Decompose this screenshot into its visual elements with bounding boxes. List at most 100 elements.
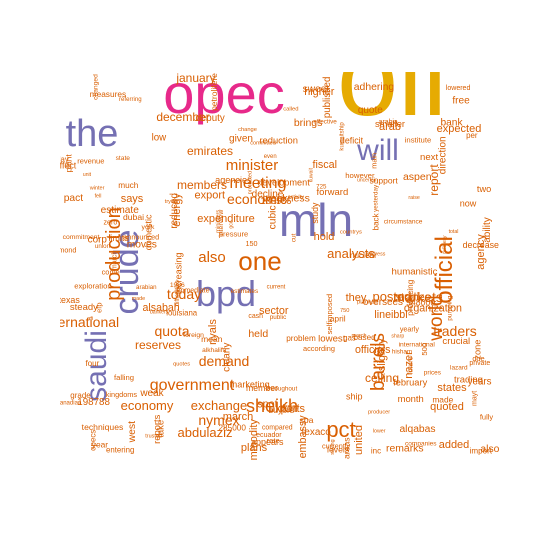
cloud-word: says [121, 193, 144, 205]
cloud-word: alkhalifa [202, 347, 226, 354]
cloud-word: zone [473, 340, 483, 360]
cloud-word: arabia [379, 119, 398, 126]
cloud-word: also [480, 444, 499, 455]
cloud-word: sharp [391, 333, 404, 339]
cloud-word: analysts [327, 246, 375, 261]
cloud-word: lazard [450, 365, 468, 372]
cloud-word: petrolifere [209, 73, 219, 111]
cloud-word: difficulties [175, 280, 181, 306]
cloud-word: foreign [183, 332, 204, 339]
cloud-word: lowered [446, 85, 471, 92]
cloud-word: remarks [386, 444, 424, 455]
cloud-word: currently [322, 442, 350, 451]
cloud-word: nazer [403, 351, 415, 379]
cloud-word: inc [371, 446, 381, 455]
cloud-word: studies [396, 292, 431, 304]
cloud-word: immediate [177, 287, 210, 295]
cloud-word: today [167, 286, 201, 302]
cloud-word: increasing [173, 253, 183, 295]
cloud-word: pumping [446, 295, 453, 320]
cloud-word: traders [433, 323, 477, 339]
cloud-word: barrels [368, 333, 389, 391]
cloud-word: decrease [463, 240, 499, 250]
cloud-word: prices [424, 370, 441, 377]
cloud-word: next [420, 152, 438, 163]
cloud-word: revenue [77, 157, 104, 166]
cloud-word: reports [151, 414, 162, 443]
cloud-word: quota [154, 323, 189, 339]
cloud-word: much [118, 181, 139, 190]
cloud-word: per [466, 131, 478, 140]
cloud-word: ceiling [365, 371, 399, 385]
cloud-word: 198788 [77, 397, 110, 408]
cloud-word: 948000 [406, 297, 435, 307]
cloud-word: public [270, 314, 287, 321]
cloud-word: united [353, 425, 365, 455]
cloud-word: reserves [135, 338, 181, 352]
cloud-word: states [437, 382, 467, 394]
cloud-word: ecuador [256, 432, 282, 439]
cloud-word: grade [70, 391, 91, 400]
cloud-word: low [152, 132, 168, 143]
cloud-word: 285000 [218, 424, 246, 433]
cloud-word: oil [337, 16, 447, 139]
cloud-word: expenditure [197, 213, 255, 225]
cloud-word: forward [317, 187, 349, 198]
cloud-word: plant [63, 154, 73, 173]
cloud-word: embassy [297, 415, 309, 459]
cloud-word: future [407, 356, 415, 374]
cloud-word: import [470, 447, 493, 456]
cloud-word: state [116, 155, 131, 162]
cloud-word: demand [199, 353, 250, 369]
cloud-word: efp [94, 303, 103, 313]
cloud-word: made [132, 296, 146, 302]
cloud-word: published [322, 77, 333, 118]
cloud-word: study [310, 202, 320, 224]
cloud-word: mayt [471, 391, 478, 406]
cloud-word: bankers [150, 310, 169, 316]
cloud-word: january [175, 71, 215, 85]
cloud-word: companies [405, 441, 437, 448]
cloud-word: 150 [245, 239, 257, 248]
cloud-word: fiscal [313, 159, 338, 171]
cloud-word: abdulaziz [178, 425, 233, 440]
cloud-word: development [257, 177, 310, 187]
cloud-word: total [449, 229, 459, 235]
cloud-word: march [223, 411, 254, 423]
cloud-word: problem [286, 334, 316, 343]
cloud-word: expected [437, 123, 482, 135]
cloud-word: month [398, 393, 424, 404]
cloud-word: clearly [221, 342, 232, 372]
cloud-word: year [92, 439, 109, 449]
cloud-word: sweet [303, 84, 330, 95]
cloud-word: bank [440, 118, 463, 129]
cloud-word: two [477, 184, 491, 194]
cloud-word: weakness [262, 193, 310, 205]
cloud-word: march [112, 251, 119, 270]
cloud-word: years [468, 376, 492, 387]
cloud-word: aspen [403, 171, 432, 183]
cloud-word: humanistic [391, 267, 437, 278]
cloud-word: canadian [57, 401, 82, 407]
cloud-word: higher [304, 86, 335, 98]
cloud-word: saudi [80, 330, 113, 402]
cloud-word: levels [327, 445, 350, 455]
cloud-word: now [460, 199, 477, 209]
cloud-word: due [472, 354, 484, 363]
cloud-word: kingdoms [106, 390, 138, 399]
cloud-word: riyals [207, 319, 219, 345]
cloud-word: lowest [318, 334, 346, 345]
cloud-word: march [351, 333, 366, 339]
cloud-word: minister [226, 157, 279, 174]
cloud-word: given [229, 133, 253, 144]
cloud-word: raise [408, 195, 420, 201]
cloud-word: institute [405, 135, 432, 144]
cloud-word: gas [343, 334, 356, 343]
cloud-word: 750 [340, 308, 350, 314]
cloud-word: corp [88, 235, 108, 246]
cloud-word: moves [127, 240, 157, 251]
cloud-word: 500 [420, 343, 429, 356]
cloud-word: organization [404, 302, 462, 314]
cloud-word: nuclear [350, 251, 377, 260]
cloud-word: back [371, 212, 380, 230]
